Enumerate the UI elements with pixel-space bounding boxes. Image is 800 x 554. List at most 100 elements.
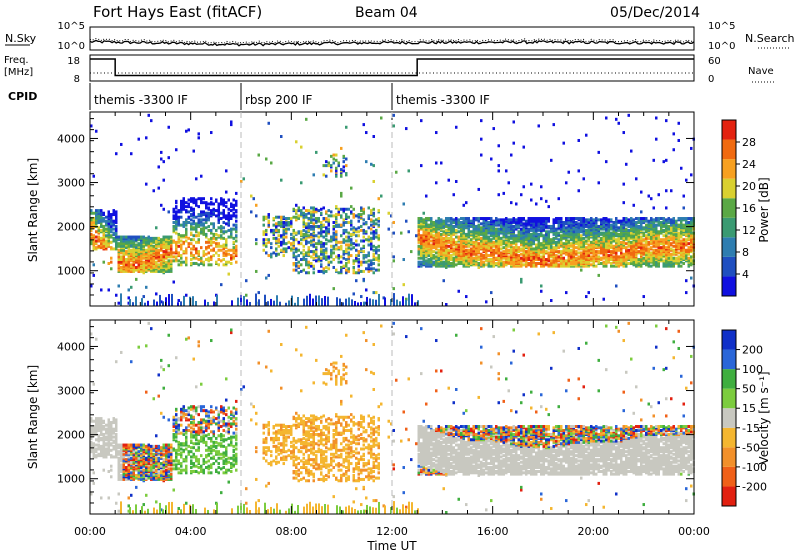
power-cell [535, 236, 538, 240]
power-cell [675, 234, 678, 238]
power-cell [545, 222, 548, 226]
power-cell [337, 256, 340, 260]
power-cell [235, 227, 238, 231]
power-cell [300, 145, 303, 149]
power-cell [617, 219, 620, 223]
power-cell [305, 258, 308, 262]
power-cell [470, 240, 473, 244]
power-cell [225, 250, 228, 254]
power-cell [627, 238, 630, 242]
power-cell [607, 242, 610, 246]
power-cell [542, 217, 545, 221]
power-cell [430, 251, 433, 255]
power-cell [185, 129, 188, 133]
power-cell [180, 256, 183, 260]
power-cell [110, 219, 113, 223]
power-cell [310, 250, 313, 254]
power-cell [97, 244, 100, 248]
power-cell [207, 251, 210, 255]
power-cell [392, 255, 395, 259]
power-cell [410, 250, 413, 254]
power-cell [577, 232, 580, 236]
power-cell [330, 210, 333, 214]
power-cell [192, 226, 195, 230]
power-cell [225, 230, 228, 234]
power-cell [537, 222, 540, 226]
power-cell [332, 227, 335, 231]
power-cell [327, 222, 330, 226]
power-cell [207, 211, 210, 215]
power-cell [515, 234, 518, 238]
power-cell [687, 236, 690, 240]
power-cell [295, 264, 298, 268]
power-cell [372, 252, 375, 256]
power-cell [607, 239, 610, 243]
power-cell [590, 224, 593, 228]
power-cell [432, 220, 435, 224]
power-cell [345, 157, 348, 161]
power-cell [460, 244, 463, 248]
power-cell [490, 291, 493, 295]
power-cell [670, 263, 673, 267]
power-cell [335, 240, 338, 244]
power-cell [422, 254, 425, 258]
power-cell [217, 213, 220, 217]
power-cell [345, 235, 348, 239]
power-cell [305, 236, 308, 240]
power-cell [262, 248, 265, 252]
power-cell [492, 251, 495, 255]
power-cell [665, 259, 668, 263]
power-cell [277, 252, 280, 256]
power-cell [647, 219, 650, 223]
power-cell [332, 234, 335, 238]
power-cell [567, 261, 570, 265]
power-cell [515, 255, 518, 259]
power-cell [205, 232, 208, 236]
power-cell [592, 227, 595, 231]
power-cell [452, 218, 455, 222]
power-cell [362, 277, 365, 281]
power-cell [462, 235, 465, 239]
power-cell [265, 232, 268, 236]
power-cell [592, 235, 595, 239]
power-cell [230, 256, 233, 260]
power-cell [157, 263, 160, 267]
power-cell [342, 220, 345, 224]
power-cell [135, 268, 138, 272]
power-cell [552, 123, 555, 127]
power-cell [325, 210, 328, 214]
power-cell [295, 238, 298, 242]
power-cell [347, 235, 350, 239]
power-cell [327, 255, 330, 259]
power-cell [197, 258, 200, 262]
power-cell [197, 218, 200, 222]
power-cell [317, 235, 320, 239]
power-cell [162, 255, 165, 259]
power-cell [195, 256, 198, 260]
power-cell [352, 213, 355, 217]
power-cell [600, 220, 603, 224]
power-cell [315, 259, 318, 263]
power-cell [345, 239, 348, 243]
power-cell [595, 264, 598, 268]
power-cell [147, 250, 150, 254]
power-cell [142, 267, 145, 271]
power-cell [557, 217, 560, 221]
power-cell [130, 239, 133, 243]
power-cell [475, 250, 478, 254]
power-cell [290, 224, 293, 228]
power-cell [112, 231, 115, 235]
power-cell [335, 174, 338, 178]
power-cell [377, 259, 380, 263]
power-cell [317, 209, 320, 213]
power-cell [217, 210, 220, 214]
power-cell [200, 218, 203, 222]
power-cell [507, 218, 510, 222]
power-cell [345, 207, 348, 211]
power-cell [452, 193, 455, 197]
power-cell [190, 218, 193, 222]
power-cell [217, 220, 220, 224]
cpid-segment-label: rbsp 200 IF [245, 93, 312, 107]
power-cell [315, 219, 318, 223]
power-cell [190, 222, 193, 226]
